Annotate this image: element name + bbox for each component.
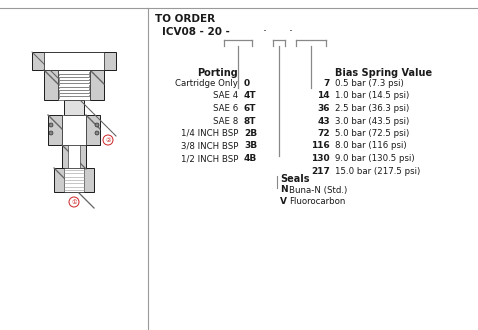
Polygon shape: [86, 115, 100, 145]
Text: 3B: 3B: [244, 142, 257, 150]
Text: 3.0 bar (43.5 psi): 3.0 bar (43.5 psi): [335, 116, 409, 125]
Text: Porting: Porting: [197, 68, 238, 78]
Text: V: V: [280, 196, 287, 206]
Text: 36: 36: [317, 104, 330, 113]
Text: SAE 8: SAE 8: [213, 116, 238, 125]
Text: 1/2 INCH BSP: 1/2 INCH BSP: [181, 154, 238, 163]
Text: 1/4 INCH BSP: 1/4 INCH BSP: [181, 129, 238, 138]
Polygon shape: [58, 70, 90, 100]
Text: 43: 43: [317, 116, 330, 125]
Text: ②: ②: [105, 138, 111, 143]
Polygon shape: [90, 70, 104, 100]
Text: 3/8 INCH BSP: 3/8 INCH BSP: [181, 142, 238, 150]
Text: ICV08 - 20 -: ICV08 - 20 -: [162, 27, 230, 37]
Polygon shape: [54, 168, 94, 192]
Circle shape: [95, 123, 99, 127]
Polygon shape: [64, 100, 84, 115]
Text: Buna-N (Std.): Buna-N (Std.): [289, 185, 347, 194]
Polygon shape: [64, 168, 84, 192]
Polygon shape: [48, 115, 62, 145]
Text: 6T: 6T: [244, 104, 257, 113]
Text: 2B: 2B: [244, 129, 257, 138]
Text: 2.5 bar (36.3 psi): 2.5 bar (36.3 psi): [335, 104, 409, 113]
Text: ①: ①: [71, 200, 77, 205]
Polygon shape: [44, 70, 58, 100]
Text: TO ORDER: TO ORDER: [155, 14, 215, 24]
Text: 217: 217: [311, 167, 330, 176]
Text: 0.5 bar (7.3 psi): 0.5 bar (7.3 psi): [335, 79, 404, 88]
Polygon shape: [32, 52, 116, 70]
Text: 9.0 bar (130.5 psi): 9.0 bar (130.5 psi): [335, 154, 414, 163]
Text: 7: 7: [324, 79, 330, 88]
Text: 8.0 bar (116 psi): 8.0 bar (116 psi): [335, 142, 407, 150]
Polygon shape: [68, 145, 80, 168]
Polygon shape: [62, 145, 86, 168]
Circle shape: [103, 135, 113, 145]
Circle shape: [95, 131, 99, 135]
Text: 15.0 bar (217.5 psi): 15.0 bar (217.5 psi): [335, 167, 420, 176]
Polygon shape: [44, 52, 104, 70]
Text: Seals: Seals: [280, 175, 309, 184]
Text: 72: 72: [317, 129, 330, 138]
Text: SAE 6: SAE 6: [213, 104, 238, 113]
Text: Cartridge Only: Cartridge Only: [175, 79, 238, 88]
Text: 1.0 bar (14.5 psi): 1.0 bar (14.5 psi): [335, 91, 409, 101]
Text: 14: 14: [317, 91, 330, 101]
Circle shape: [49, 123, 53, 127]
Text: Bias Spring Value: Bias Spring Value: [335, 68, 432, 78]
Text: Fluorocarbon: Fluorocarbon: [289, 196, 346, 206]
Circle shape: [69, 197, 79, 207]
Text: 5.0 bar (72.5 psi): 5.0 bar (72.5 psi): [335, 129, 409, 138]
Polygon shape: [62, 115, 86, 145]
Text: SAE 4: SAE 4: [213, 91, 238, 101]
Text: ·: ·: [263, 25, 267, 39]
Text: 0: 0: [244, 79, 250, 88]
Text: ·: ·: [289, 25, 293, 39]
Text: 130: 130: [311, 154, 330, 163]
Circle shape: [49, 131, 53, 135]
Text: 4T: 4T: [244, 91, 257, 101]
Text: N: N: [280, 185, 288, 194]
Text: 4B: 4B: [244, 154, 257, 163]
Text: 8T: 8T: [244, 116, 257, 125]
Text: 116: 116: [311, 142, 330, 150]
